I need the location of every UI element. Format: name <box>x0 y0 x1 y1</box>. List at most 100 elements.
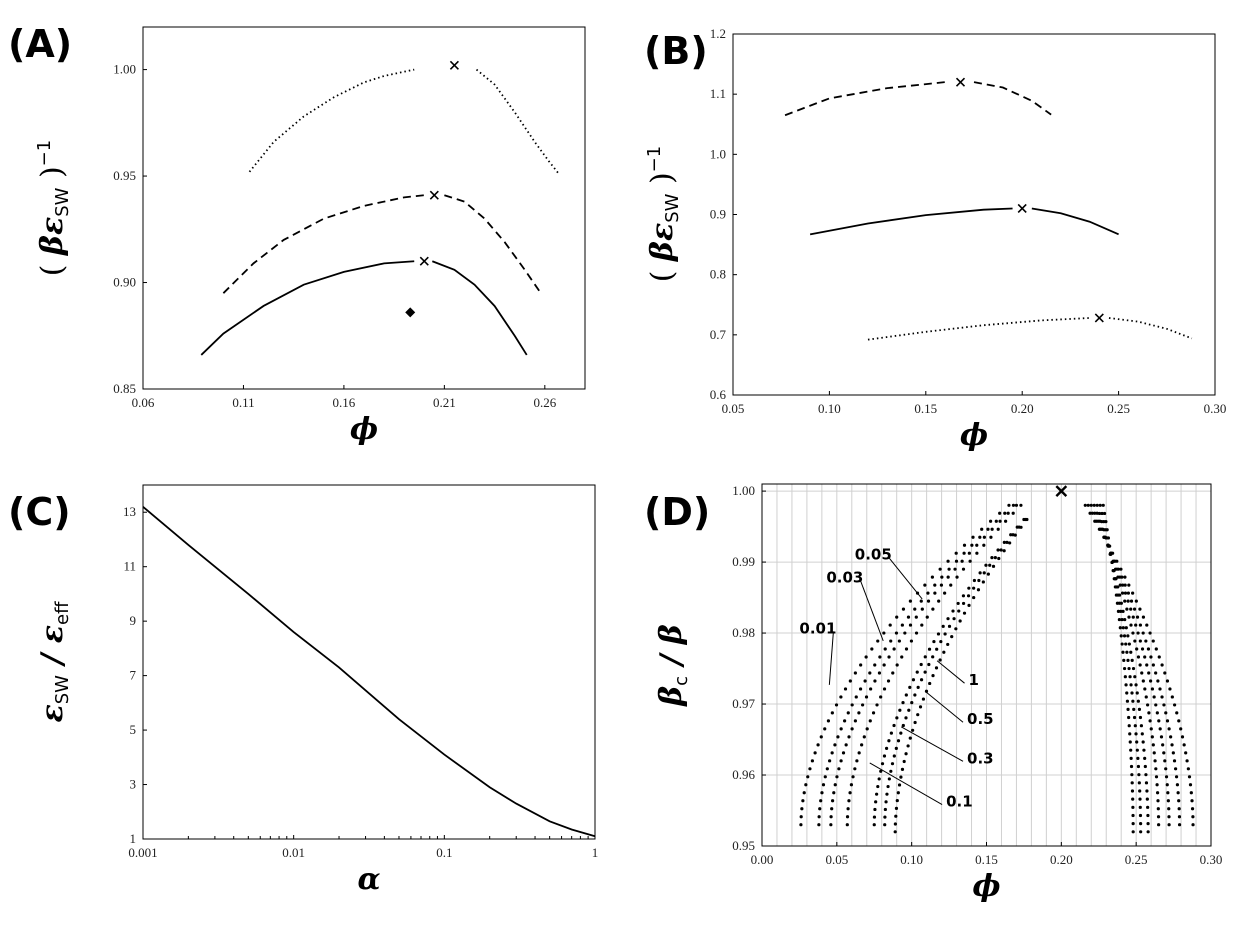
branch-point <box>1138 623 1142 627</box>
branch-point <box>996 527 1000 531</box>
branch-point <box>1133 724 1137 728</box>
branch-point <box>954 627 958 631</box>
annotation-label: 0.1 <box>946 793 973 811</box>
branch-point <box>1170 743 1174 747</box>
branch-point <box>1138 639 1142 643</box>
branch-point <box>939 639 943 644</box>
branch-point <box>1009 533 1013 537</box>
panel-letter: (A) <box>8 22 72 66</box>
branch-point <box>859 663 863 667</box>
branch-point <box>1127 724 1131 728</box>
branch-point <box>889 769 893 773</box>
branch-point <box>896 739 901 743</box>
branch-point <box>1157 719 1161 723</box>
branch-point <box>802 791 806 795</box>
y-label-symbol: ε <box>35 625 70 643</box>
branch-point <box>835 775 839 779</box>
branch-point <box>1188 783 1193 787</box>
branch-point <box>1137 707 1142 711</box>
branch-point <box>911 728 915 732</box>
branch-point <box>870 647 874 651</box>
branch-point <box>1156 679 1160 683</box>
branch-point <box>830 799 835 803</box>
branch-point <box>1129 607 1133 611</box>
branch-point <box>977 578 981 583</box>
y-tick-label: 0.6 <box>710 387 727 402</box>
y-label-symbol: β <box>654 686 689 707</box>
branch-point <box>982 535 986 539</box>
branch-point <box>984 563 988 567</box>
branch-point <box>1165 679 1170 683</box>
branch-point <box>892 754 896 758</box>
branch-point <box>962 543 967 547</box>
branch-point <box>895 798 899 803</box>
branch-point <box>804 783 808 787</box>
branch-point <box>908 685 912 689</box>
branch-point <box>1123 599 1127 603</box>
branch-point <box>1093 511 1097 515</box>
annotation-label: 1 <box>969 671 979 689</box>
y-tick-label: 9 <box>130 613 137 628</box>
branch-point <box>1131 591 1135 595</box>
branch-point <box>883 823 887 827</box>
branch-point <box>846 711 850 715</box>
branch-point <box>891 671 895 675</box>
branch-point <box>993 556 997 560</box>
x-axis-label: ϕ <box>960 418 988 453</box>
branch-point <box>1168 687 1172 691</box>
branch-point <box>1121 609 1125 614</box>
branch-point <box>998 519 1002 523</box>
branch-point <box>946 617 950 621</box>
y-label-paren: ( <box>35 255 70 276</box>
branch-point <box>1189 791 1193 795</box>
branch-point <box>972 578 977 583</box>
branch-point <box>1148 719 1152 723</box>
branch-point <box>937 599 941 603</box>
diamond-marker <box>405 307 416 318</box>
branch-point <box>825 767 829 771</box>
branch-point <box>916 713 920 717</box>
branch-point <box>915 670 919 674</box>
annotation-label: 0.5 <box>967 710 994 728</box>
y-tick-label: 1.00 <box>732 483 755 498</box>
branch-point <box>860 743 864 747</box>
branch-point <box>1135 748 1139 752</box>
branch-point <box>1123 617 1127 622</box>
branch-point <box>1164 775 1169 779</box>
branch-point <box>978 535 982 539</box>
y-label-subscript: eff <box>52 601 73 625</box>
branch-point <box>813 751 817 755</box>
y-axis-label: εSW / εeff <box>35 601 73 723</box>
branch-point <box>1137 781 1141 785</box>
branch-0.05 <box>829 503 1171 827</box>
branch-point <box>806 775 810 779</box>
branch-point <box>810 759 814 763</box>
branch-point <box>877 671 882 675</box>
branch-point <box>873 663 877 667</box>
branch-point <box>925 615 929 619</box>
branch-point <box>848 679 852 683</box>
y-tick-label: 1.2 <box>710 26 726 41</box>
branch-point <box>935 647 939 651</box>
branch-point <box>823 727 827 731</box>
branch-point <box>1139 822 1143 826</box>
branch-point <box>938 567 942 571</box>
branch-point <box>899 775 903 779</box>
annotation-leader <box>924 690 964 723</box>
branch-point <box>953 567 957 571</box>
branch-point <box>1105 528 1109 532</box>
branch-point <box>1086 503 1090 507</box>
branch-point <box>1131 699 1135 703</box>
y-label-subscript: SW <box>662 193 683 222</box>
branch-point <box>1124 626 1128 630</box>
y-label-symbol: βε <box>645 223 680 262</box>
branch-point <box>845 815 850 819</box>
branch-point <box>1131 666 1136 671</box>
branch-point <box>887 739 891 743</box>
branch-point <box>968 559 972 563</box>
critical-point-marker <box>1055 485 1068 497</box>
branch-point <box>864 695 869 699</box>
branch-point <box>1014 503 1019 507</box>
branch-point <box>954 559 959 563</box>
branch-point <box>1174 775 1179 779</box>
